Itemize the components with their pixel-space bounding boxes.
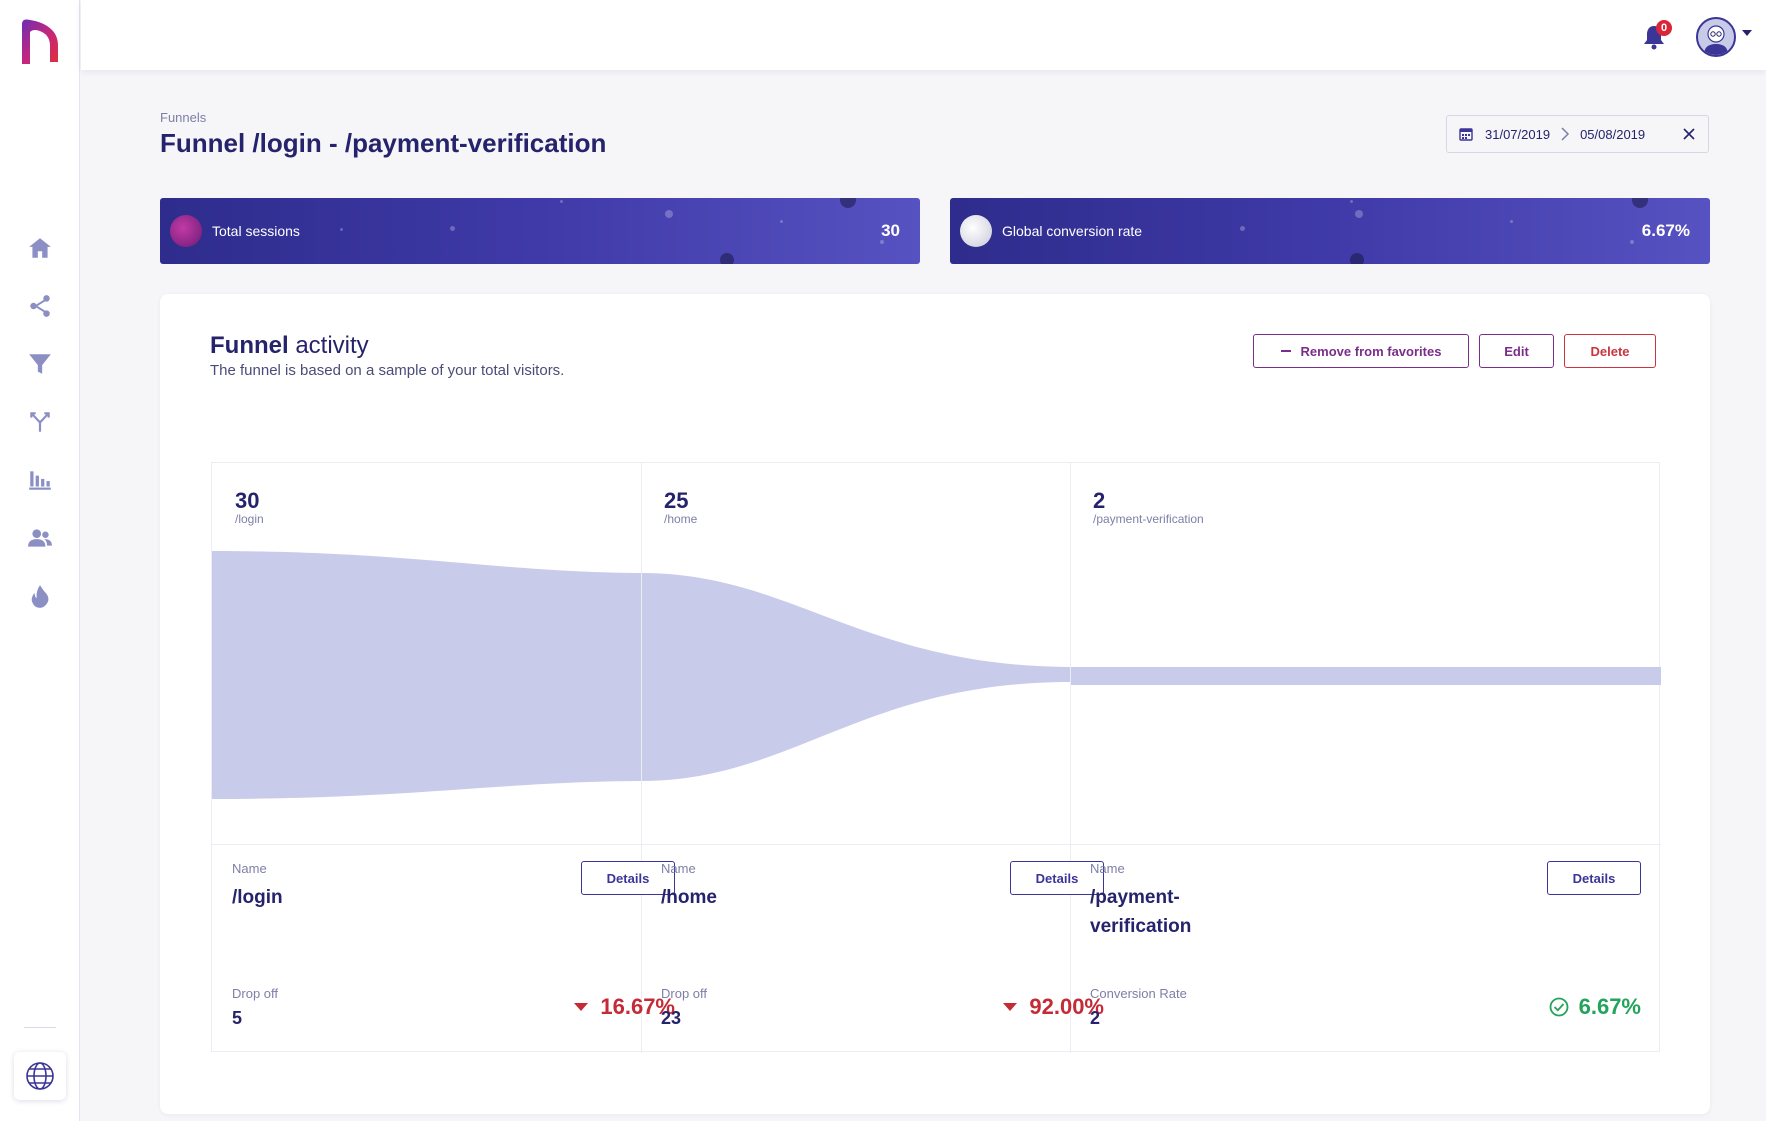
drop-off-percent: 16.67%	[574, 994, 675, 1020]
sidebar-divider	[24, 1027, 56, 1028]
date-end[interactable]: 05/08/2019	[1580, 126, 1646, 142]
funnel-activity-card: Funnel activity The funnel is based on a…	[160, 294, 1710, 1114]
step-count: 30	[235, 488, 260, 513]
kpi-total-sessions: Total sessions 30	[160, 198, 920, 264]
kpi-value: 6.67%	[1641, 221, 1690, 240]
date-range-picker[interactable]: 31/07/2019 05/08/2019	[1446, 115, 1709, 153]
funnel-flow	[212, 551, 1661, 799]
step-count: 2	[1093, 488, 1106, 513]
sidebar-item-share[interactable]	[22, 288, 58, 324]
metric-label: Conversion Rate	[1090, 986, 1187, 1001]
sidebar-item-funnels[interactable]	[22, 346, 58, 382]
step-name: /login	[232, 887, 283, 908]
step-count: 25	[664, 488, 689, 513]
step-info-home: Name /home Details Drop off 23 92.00%	[641, 845, 1124, 1053]
bar-chart-icon	[29, 471, 51, 490]
notification-badge: 0	[1656, 20, 1672, 36]
language-button[interactable]	[14, 1052, 66, 1100]
conversion-percent: 6.67%	[1549, 994, 1641, 1020]
minus-icon	[1280, 350, 1291, 352]
sidebar-item-users[interactable]	[22, 520, 58, 556]
edit-button[interactable]: Edit	[1479, 334, 1554, 368]
sidebar-item-reports[interactable]	[22, 462, 58, 498]
step-path: /payment-verification	[1093, 512, 1204, 526]
details-button[interactable]: Details	[1010, 861, 1104, 895]
funnel-chart: 30 /login 25 /home 2 /payment-verificati…	[211, 462, 1661, 1053]
user-menu-caret[interactable]	[1742, 30, 1752, 36]
check-circle-icon	[1549, 997, 1569, 1017]
globe-icon	[26, 1062, 54, 1090]
share-icon	[30, 295, 50, 317]
chevron-right-icon	[1561, 127, 1570, 141]
date-start[interactable]: 31/07/2019	[1485, 126, 1551, 142]
step-name: /home	[661, 887, 717, 908]
name-label: Name	[232, 861, 267, 876]
sidebar-item-home[interactable]	[22, 230, 58, 266]
page-title: Funnel /login - /payment-verification	[160, 128, 607, 158]
metric-value: 23	[661, 1008, 682, 1028]
sidebar-item-paths[interactable]	[22, 404, 58, 440]
step-name: /payment-verification	[1090, 887, 1192, 937]
details-button[interactable]: Details	[581, 861, 675, 895]
funnel-icon	[29, 354, 51, 374]
metric-label: Drop off	[232, 986, 279, 1001]
topbar: 0	[81, 0, 1766, 70]
details-button[interactable]: Details	[1547, 861, 1641, 895]
card-title: Funnel activity	[210, 332, 369, 359]
card-subtitle: The funnel is based on a sample of your …	[210, 362, 565, 379]
metric-value: 5	[232, 1008, 243, 1028]
name-label: Name	[1090, 861, 1125, 876]
close-icon[interactable]	[1682, 127, 1696, 141]
step-path: /home	[664, 512, 698, 526]
step-info-payment-verification: Name /payment-verification Details Conve…	[1070, 845, 1661, 1053]
user-avatar[interactable]	[1696, 17, 1736, 57]
kpi-label: Global conversion rate	[1002, 223, 1143, 239]
notifications-button[interactable]: 0	[1642, 20, 1672, 50]
remove-from-favorites-button[interactable]: Remove from favorites	[1253, 334, 1469, 368]
breadcrumb[interactable]: Funnels	[160, 110, 207, 125]
delete-button[interactable]: Delete	[1564, 334, 1656, 368]
sidebar-item-heatmaps[interactable]	[22, 578, 58, 614]
kpi-global-conversion-rate: Global conversion rate 6.67%	[950, 198, 1710, 264]
fire-icon	[31, 585, 49, 608]
caret-down-icon	[574, 1003, 589, 1011]
kpi-label: Total sessions	[212, 223, 300, 239]
metric-value: 2	[1090, 1008, 1101, 1028]
drop-off-percent: 92.00%	[1003, 994, 1104, 1020]
brand-logo[interactable]	[20, 18, 60, 64]
caret-down-icon	[1003, 1003, 1018, 1011]
sidebar	[0, 0, 80, 1121]
merge-icon	[30, 412, 50, 432]
users-icon	[28, 529, 52, 547]
planet-icon	[170, 215, 202, 247]
kpi-value: 30	[881, 221, 900, 240]
funnel-flow-step-2	[641, 573, 1070, 781]
funnel-flow-step-1	[212, 551, 641, 799]
step-path: /login	[235, 512, 264, 526]
name-label: Name	[661, 861, 696, 876]
avatar-icon	[1704, 25, 1728, 55]
step-info-login: Name /login Details Drop off 5 16.67%	[212, 845, 695, 1053]
funnel-flow-step-3	[1070, 667, 1661, 685]
moon-icon	[960, 215, 992, 247]
calendar-icon	[1459, 128, 1473, 141]
home-icon	[29, 238, 51, 258]
metric-label: Drop off	[661, 986, 708, 1001]
funnel-steps-info: Name /login Details Drop off 5 16.67% Na…	[212, 844, 1661, 1052]
